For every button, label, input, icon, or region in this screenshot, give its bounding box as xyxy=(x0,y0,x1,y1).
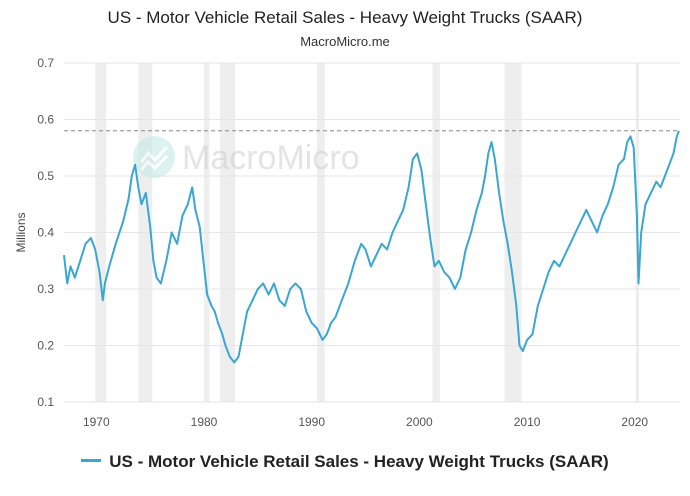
watermark-logo-icon xyxy=(133,136,175,178)
y-tick-label: 0.6 xyxy=(37,113,54,127)
chart-subtitle: MacroMicro.me xyxy=(300,34,390,49)
x-axis-ticks: 1970 1980 1990 2000 2010 2020 xyxy=(83,415,648,429)
legend-swatch xyxy=(81,459,102,463)
x-tick-label: 1970 xyxy=(83,415,110,429)
y-tick-label: 0.7 xyxy=(37,56,54,70)
x-tick-label: 1980 xyxy=(191,415,218,429)
legend[interactable]: US - Motor Vehicle Retail Sales - Heavy … xyxy=(0,452,690,472)
watermark: MacroMicro xyxy=(133,136,360,178)
series-line xyxy=(63,130,680,364)
y-tick-label: 0.1 xyxy=(37,395,54,409)
y-tick-label: 0.3 xyxy=(37,282,54,296)
y-tick-label: 0.4 xyxy=(37,226,54,240)
y-axis-label: Millions xyxy=(14,212,28,252)
chart-title: US - Motor Vehicle Retail Sales - Heavy … xyxy=(107,8,583,27)
x-tick-label: 2000 xyxy=(406,415,433,429)
watermark-text: MacroMicro xyxy=(182,139,360,177)
y-tick-label: 0.5 xyxy=(37,169,54,183)
x-tick-label: 2010 xyxy=(514,415,541,429)
y-tick-label: 0.2 xyxy=(37,339,54,353)
x-tick-label: 1990 xyxy=(298,415,325,429)
y-axis-ticks: 0.1 0.2 0.3 0.4 0.5 0.6 0.7 xyxy=(37,56,54,409)
x-tick-label: 2020 xyxy=(621,415,648,429)
legend-label: US - Motor Vehicle Retail Sales - Heavy … xyxy=(109,452,609,471)
y-gridlines xyxy=(64,62,680,403)
